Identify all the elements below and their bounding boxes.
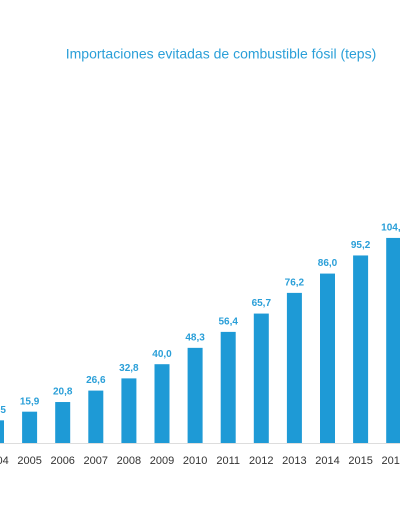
value-label: 20,8 [53, 387, 73, 398]
value-label: 86,0 [318, 258, 338, 269]
x-tick-label: 2016 [381, 455, 400, 467]
value-label: 26,6 [86, 375, 106, 386]
bar [187, 347, 203, 443]
bar [286, 292, 302, 443]
value-label: 48,3 [185, 332, 205, 343]
bar [22, 411, 38, 443]
value-label: 32,8 [119, 363, 139, 374]
x-tick-label: 2014 [315, 455, 339, 467]
x-tick-label: 2009 [150, 455, 174, 467]
bar [88, 390, 104, 443]
x-tick-label: 2015 [348, 455, 372, 467]
x-tick-label: 2004 [0, 455, 9, 467]
x-tick-label: 2007 [84, 455, 108, 467]
bar [0, 420, 4, 443]
x-tick-label: 2012 [249, 455, 273, 467]
value-label: 104,1 [381, 223, 400, 234]
bar [320, 273, 335, 443]
bar [353, 255, 369, 443]
value-label: 56,4 [218, 317, 238, 328]
value-label: 76,2 [285, 278, 305, 289]
bar [253, 313, 269, 443]
x-tick-label: 2011 [216, 455, 240, 467]
value-label: 40,0 [152, 349, 172, 360]
bar [55, 402, 71, 443]
value-label: 15,9 [20, 396, 40, 407]
bar [154, 364, 170, 443]
x-tick-label: 2006 [50, 455, 74, 467]
value-label: 11,5 [0, 405, 6, 416]
x-tick-label: 2005 [17, 455, 41, 467]
value-label: 95,2 [351, 240, 371, 251]
value-label: 65,7 [252, 298, 272, 309]
x-tick-label: 2013 [282, 455, 306, 467]
chart-title: Importaciones evitadas de combustible fó… [66, 46, 376, 62]
bar [121, 378, 137, 443]
x-tick-label: 2010 [183, 455, 207, 467]
bar [386, 237, 400, 443]
x-tick-label: 2008 [117, 455, 141, 467]
bar [220, 331, 236, 443]
